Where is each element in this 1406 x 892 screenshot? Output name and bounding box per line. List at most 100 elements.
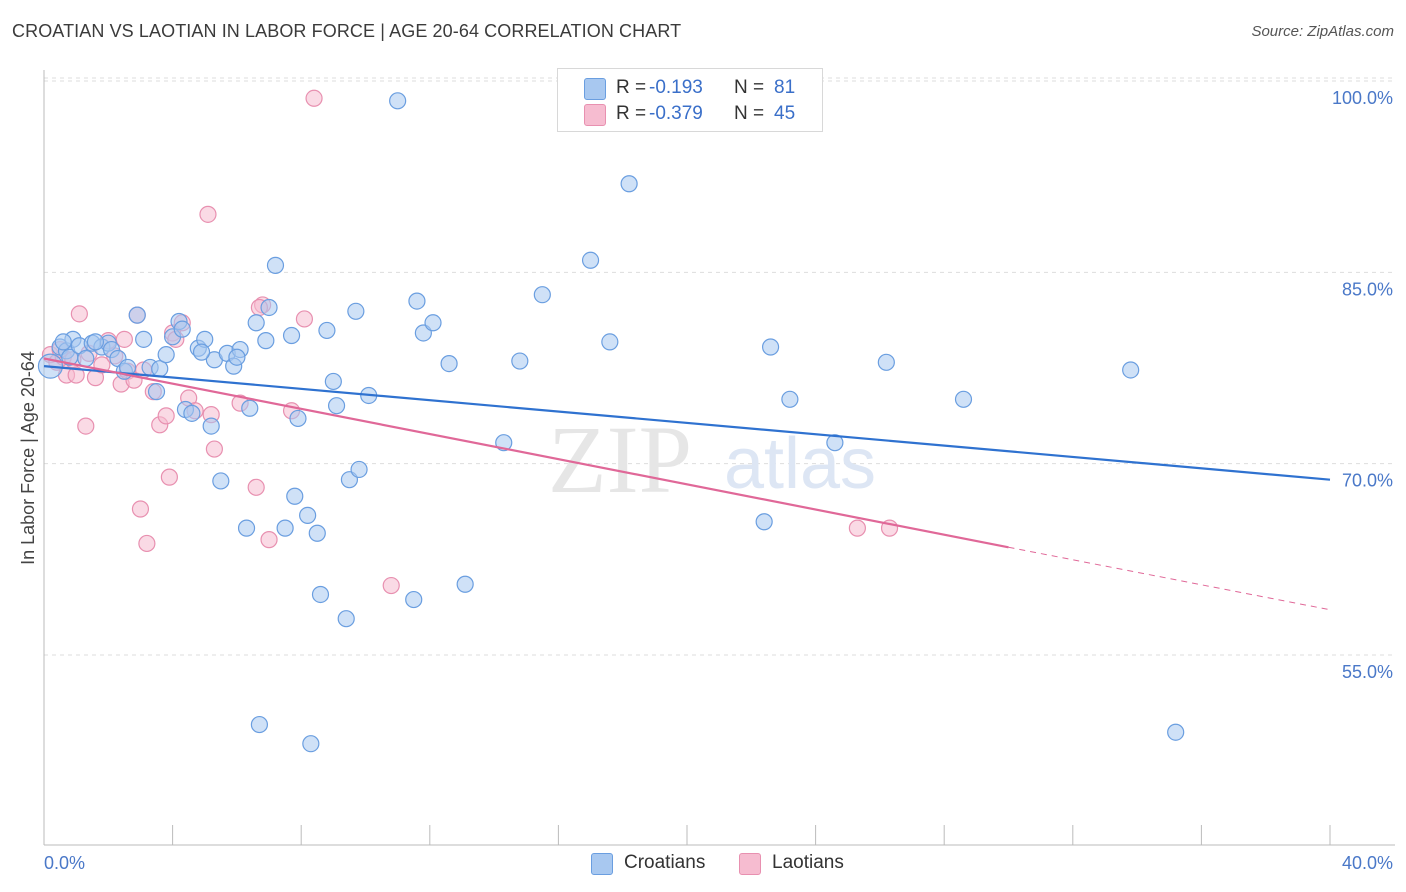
laotian-point <box>382 576 400 595</box>
croatian-point <box>1167 723 1185 741</box>
croatian-point <box>299 506 317 524</box>
laotian-point <box>115 330 133 348</box>
laotian-point <box>138 534 156 553</box>
croatian-point <box>581 251 600 269</box>
croatian-point <box>147 383 166 401</box>
axes <box>43 70 1395 846</box>
n-label: N = <box>734 77 765 98</box>
laotian-point <box>295 310 314 328</box>
y-tick-label: 100.0% <box>1332 88 1393 108</box>
croatian-point <box>601 333 619 351</box>
croatian-point <box>302 735 320 753</box>
croatian-point <box>511 352 529 370</box>
laotian-point <box>247 478 265 496</box>
croatian-point <box>266 256 285 274</box>
croatian-point <box>228 348 246 366</box>
croatian-point <box>257 332 275 350</box>
croatian-point <box>192 343 211 361</box>
croatian-point <box>250 715 269 734</box>
y-axis-label: In Labor Force | Age 20-64 <box>18 351 38 565</box>
r-label: R = <box>616 77 647 98</box>
croatian-point <box>324 372 342 391</box>
laotian-point <box>77 417 95 435</box>
laotians-swatch <box>584 104 606 126</box>
x-tick-label: 40.0% <box>1342 853 1393 873</box>
croatian-point <box>755 513 773 531</box>
croatian-point <box>389 92 407 110</box>
croatians-swatch <box>591 853 613 875</box>
correlation-legend: R = -0.193 N = 81 R = -0.379 N = 45 <box>557 68 823 132</box>
croatian-point <box>202 417 220 435</box>
croatian-point <box>241 399 259 417</box>
croatian-point <box>308 524 326 542</box>
croatian-point <box>311 585 330 604</box>
croatian-point <box>212 472 230 490</box>
croatian-point <box>405 590 423 609</box>
croatian-point <box>1122 361 1140 379</box>
croatian-point <box>260 298 278 317</box>
watermark: ZIP atlas <box>548 406 876 513</box>
croatian-point <box>424 314 442 332</box>
croatian-point <box>157 346 175 364</box>
laotian-point <box>260 531 278 549</box>
croatian-point <box>135 330 153 348</box>
croatian-point <box>327 397 346 415</box>
croatian-point <box>173 320 191 338</box>
croatian-point <box>954 390 973 408</box>
croatian-point <box>237 519 256 537</box>
y-tick-label: 55.0% <box>1342 662 1393 682</box>
x-tick-label: 0.0% <box>44 853 85 873</box>
trend-lines <box>43 357 1331 611</box>
laotians-swatch <box>739 853 761 875</box>
laotian-point <box>205 440 223 458</box>
croatian-point <box>54 333 72 351</box>
croatians-trend-line <box>43 365 1331 481</box>
croatian-point <box>282 326 301 345</box>
croatians-points <box>37 92 1185 753</box>
laotians-trend-extension <box>1008 546 1331 611</box>
y-tick-label: 70.0% <box>1342 471 1393 491</box>
croatian-point <box>289 409 307 428</box>
croatian-point <box>337 610 355 628</box>
croatian-point <box>877 353 895 371</box>
croatian-point <box>533 286 551 304</box>
laotian-point <box>131 500 150 518</box>
grid-lines <box>44 77 1395 656</box>
croatian-point <box>318 321 336 340</box>
croatian-point <box>408 292 426 310</box>
n-value: 45 <box>774 103 796 124</box>
r-label: R = <box>616 103 647 124</box>
croatian-point <box>350 460 368 479</box>
y-tick-label: 85.0% <box>1342 279 1393 299</box>
legend-row-croatians: R = -0.193 N = 81 <box>558 75 822 101</box>
laotian-point <box>70 305 88 323</box>
croatian-point <box>128 306 146 324</box>
laotian-point <box>160 468 178 486</box>
n-value: 81 <box>774 77 796 98</box>
laotians-trend-line <box>43 357 1009 549</box>
n-label: N = <box>734 103 765 124</box>
chart-title: CROATIAN VS LAOTIAN IN LABOR FORCE | AGE… <box>12 21 682 41</box>
legend-label: Laotians <box>772 852 844 873</box>
croatian-point <box>761 338 780 356</box>
croatian-point <box>77 349 95 368</box>
croatian-point <box>286 487 304 505</box>
croatian-point <box>440 354 458 373</box>
r-value: -0.193 <box>649 77 703 98</box>
laotian-point <box>199 205 217 223</box>
legend-label: Croatians <box>624 852 706 873</box>
croatian-point <box>826 434 844 452</box>
croatian-point <box>86 333 105 351</box>
croatian-point <box>620 175 638 193</box>
r-value: -0.379 <box>649 103 703 124</box>
laotian-point <box>848 519 866 537</box>
croatian-point <box>347 302 365 320</box>
watermark-zip: ZIP <box>548 406 692 513</box>
tick-labels: 55.0% 70.0% 85.0% 100.0% 0.0% 40.0% <box>44 88 1393 873</box>
laotian-point <box>67 366 85 384</box>
croatian-point <box>276 519 294 537</box>
legend-row-laotians: R = -0.379 N = 45 <box>558 101 822 127</box>
laotian-point <box>305 89 323 107</box>
croatian-point <box>781 390 799 408</box>
